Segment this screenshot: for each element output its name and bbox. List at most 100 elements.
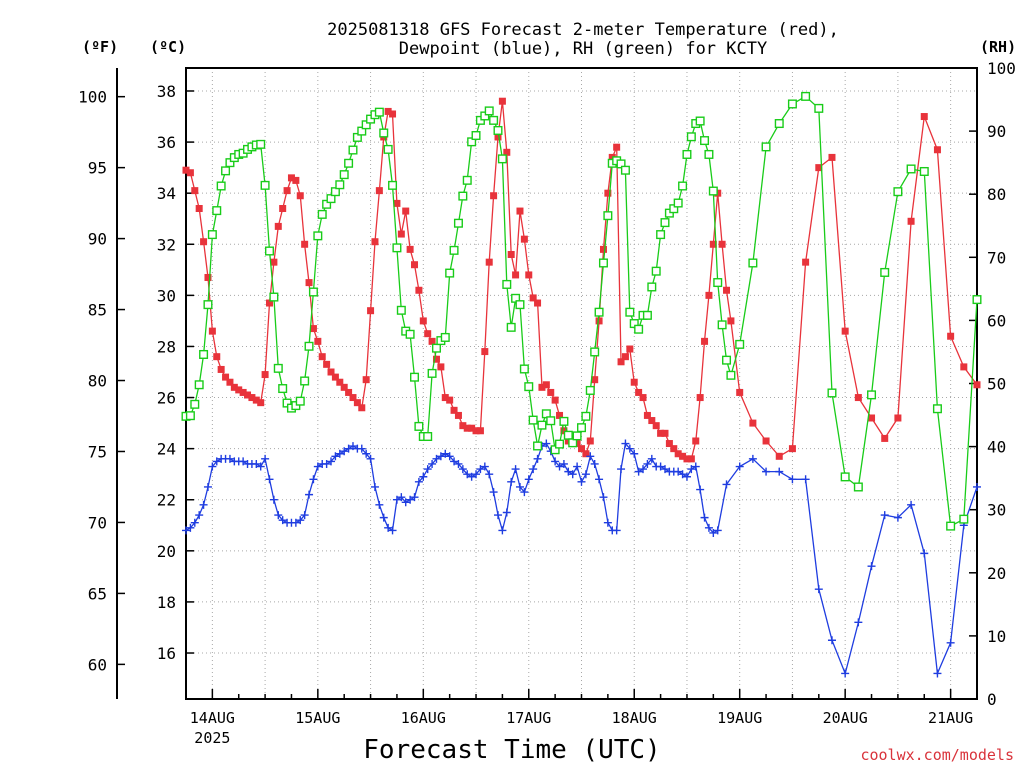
temperature-point (635, 388, 643, 396)
dewpoint-point (291, 518, 300, 527)
temperature-point (599, 245, 607, 253)
temperature-point (441, 394, 449, 402)
temperature-point (296, 192, 304, 200)
temperature-point (362, 376, 370, 384)
celsius-tick-label: 34 (157, 184, 176, 203)
temperature-point (261, 371, 269, 379)
dewpoint-point (472, 470, 481, 479)
rh-point (392, 243, 402, 253)
temperature-point (749, 419, 757, 427)
temperature-point (617, 358, 625, 366)
temperature-point (701, 337, 709, 345)
rh-point (814, 103, 824, 113)
temperature-point (709, 240, 717, 248)
dewpoint-point (722, 480, 731, 489)
temperature-point (191, 187, 199, 195)
dewpoint-point (362, 449, 371, 458)
dewpoint-point (392, 495, 401, 504)
fahrenheit-unit-label: (ºF) (82, 38, 118, 56)
rh-point (603, 211, 613, 221)
dewpoint-point (696, 485, 705, 494)
dewpoint-point (423, 465, 432, 474)
rh-point (546, 416, 556, 426)
dewpoint-point (401, 498, 410, 507)
temperature-point (265, 299, 273, 307)
rh-point (269, 292, 279, 302)
rh-point (440, 332, 450, 342)
dewpoint-point (933, 669, 942, 678)
temperature-point (665, 440, 673, 448)
temperature-point (371, 238, 379, 246)
temperature-point (512, 271, 520, 279)
temperature-point (490, 192, 498, 200)
rh-point (519, 364, 529, 374)
dewpoint-point (441, 449, 450, 458)
dewpoint-point (507, 477, 516, 486)
temperature-point (186, 169, 194, 177)
rh-point (722, 355, 732, 365)
dewpoint-point (748, 454, 757, 463)
fahrenheit-tick-label: 100 (78, 88, 107, 107)
temperature-point (630, 378, 638, 386)
rh-point (774, 119, 784, 129)
temperature-point (287, 174, 295, 182)
dewpoint-point (340, 447, 349, 456)
chart-title-line-1: 2025081318 GFS Forecast 2-meter Temperat… (327, 20, 839, 40)
rh-tick-label: 20 (987, 564, 1006, 583)
celsius-tick-label: 36 (157, 133, 176, 152)
temperature-point (538, 383, 546, 391)
temperature-point (507, 250, 515, 258)
dewpoint-point (801, 475, 810, 484)
rh-point (194, 380, 204, 390)
dewpoint-point (225, 454, 234, 463)
data-series (181, 91, 982, 678)
rh-point (651, 266, 661, 276)
temperature-point (648, 417, 656, 425)
temperature-point (283, 187, 291, 195)
rh-series (181, 91, 982, 531)
dewpoint-point (199, 500, 208, 509)
temperature-point (384, 107, 392, 115)
dewpoint-point (643, 459, 652, 468)
rh-point (453, 218, 463, 228)
x-tick-label: 15AUG (295, 709, 340, 727)
rh-point (458, 191, 468, 201)
dewpoint-point (265, 475, 274, 484)
temperature-point (208, 327, 216, 335)
dewpoint-point (388, 526, 397, 535)
dewpoint-point (603, 518, 612, 527)
rh-point (634, 324, 644, 334)
temperature-point (485, 258, 493, 266)
rh-point (484, 106, 494, 116)
temperature-point (556, 411, 564, 419)
celsius-tick-label: 26 (157, 389, 176, 408)
temperature-point (327, 368, 335, 376)
dewpoint-point (678, 470, 687, 479)
rh-point (431, 343, 441, 353)
rh-point (410, 372, 420, 382)
temperature-point (406, 245, 414, 253)
fahrenheit-tick-label: 75 (88, 442, 107, 461)
rh-point (594, 307, 604, 317)
rh-point (853, 482, 863, 492)
rh-point (216, 181, 226, 191)
rh-point (199, 349, 209, 359)
temperature-point (547, 388, 555, 396)
dewpoint-point (577, 477, 586, 486)
temperature-point (604, 189, 612, 197)
rh-point (735, 339, 745, 349)
temperature-point (520, 235, 528, 243)
dewpoint-point (634, 467, 643, 476)
x-tick-label: 16AUG (401, 709, 446, 727)
temperature-point (920, 113, 928, 121)
rh-point (212, 206, 222, 216)
rh-point (673, 198, 683, 208)
temperature-point (595, 317, 603, 325)
rh-point (787, 99, 797, 109)
rh-point (449, 245, 459, 255)
temperature-point (643, 411, 651, 419)
dewpoint-point (494, 511, 503, 520)
rh-point (445, 268, 455, 278)
rh-point (317, 209, 327, 219)
temperature-point (727, 317, 735, 325)
